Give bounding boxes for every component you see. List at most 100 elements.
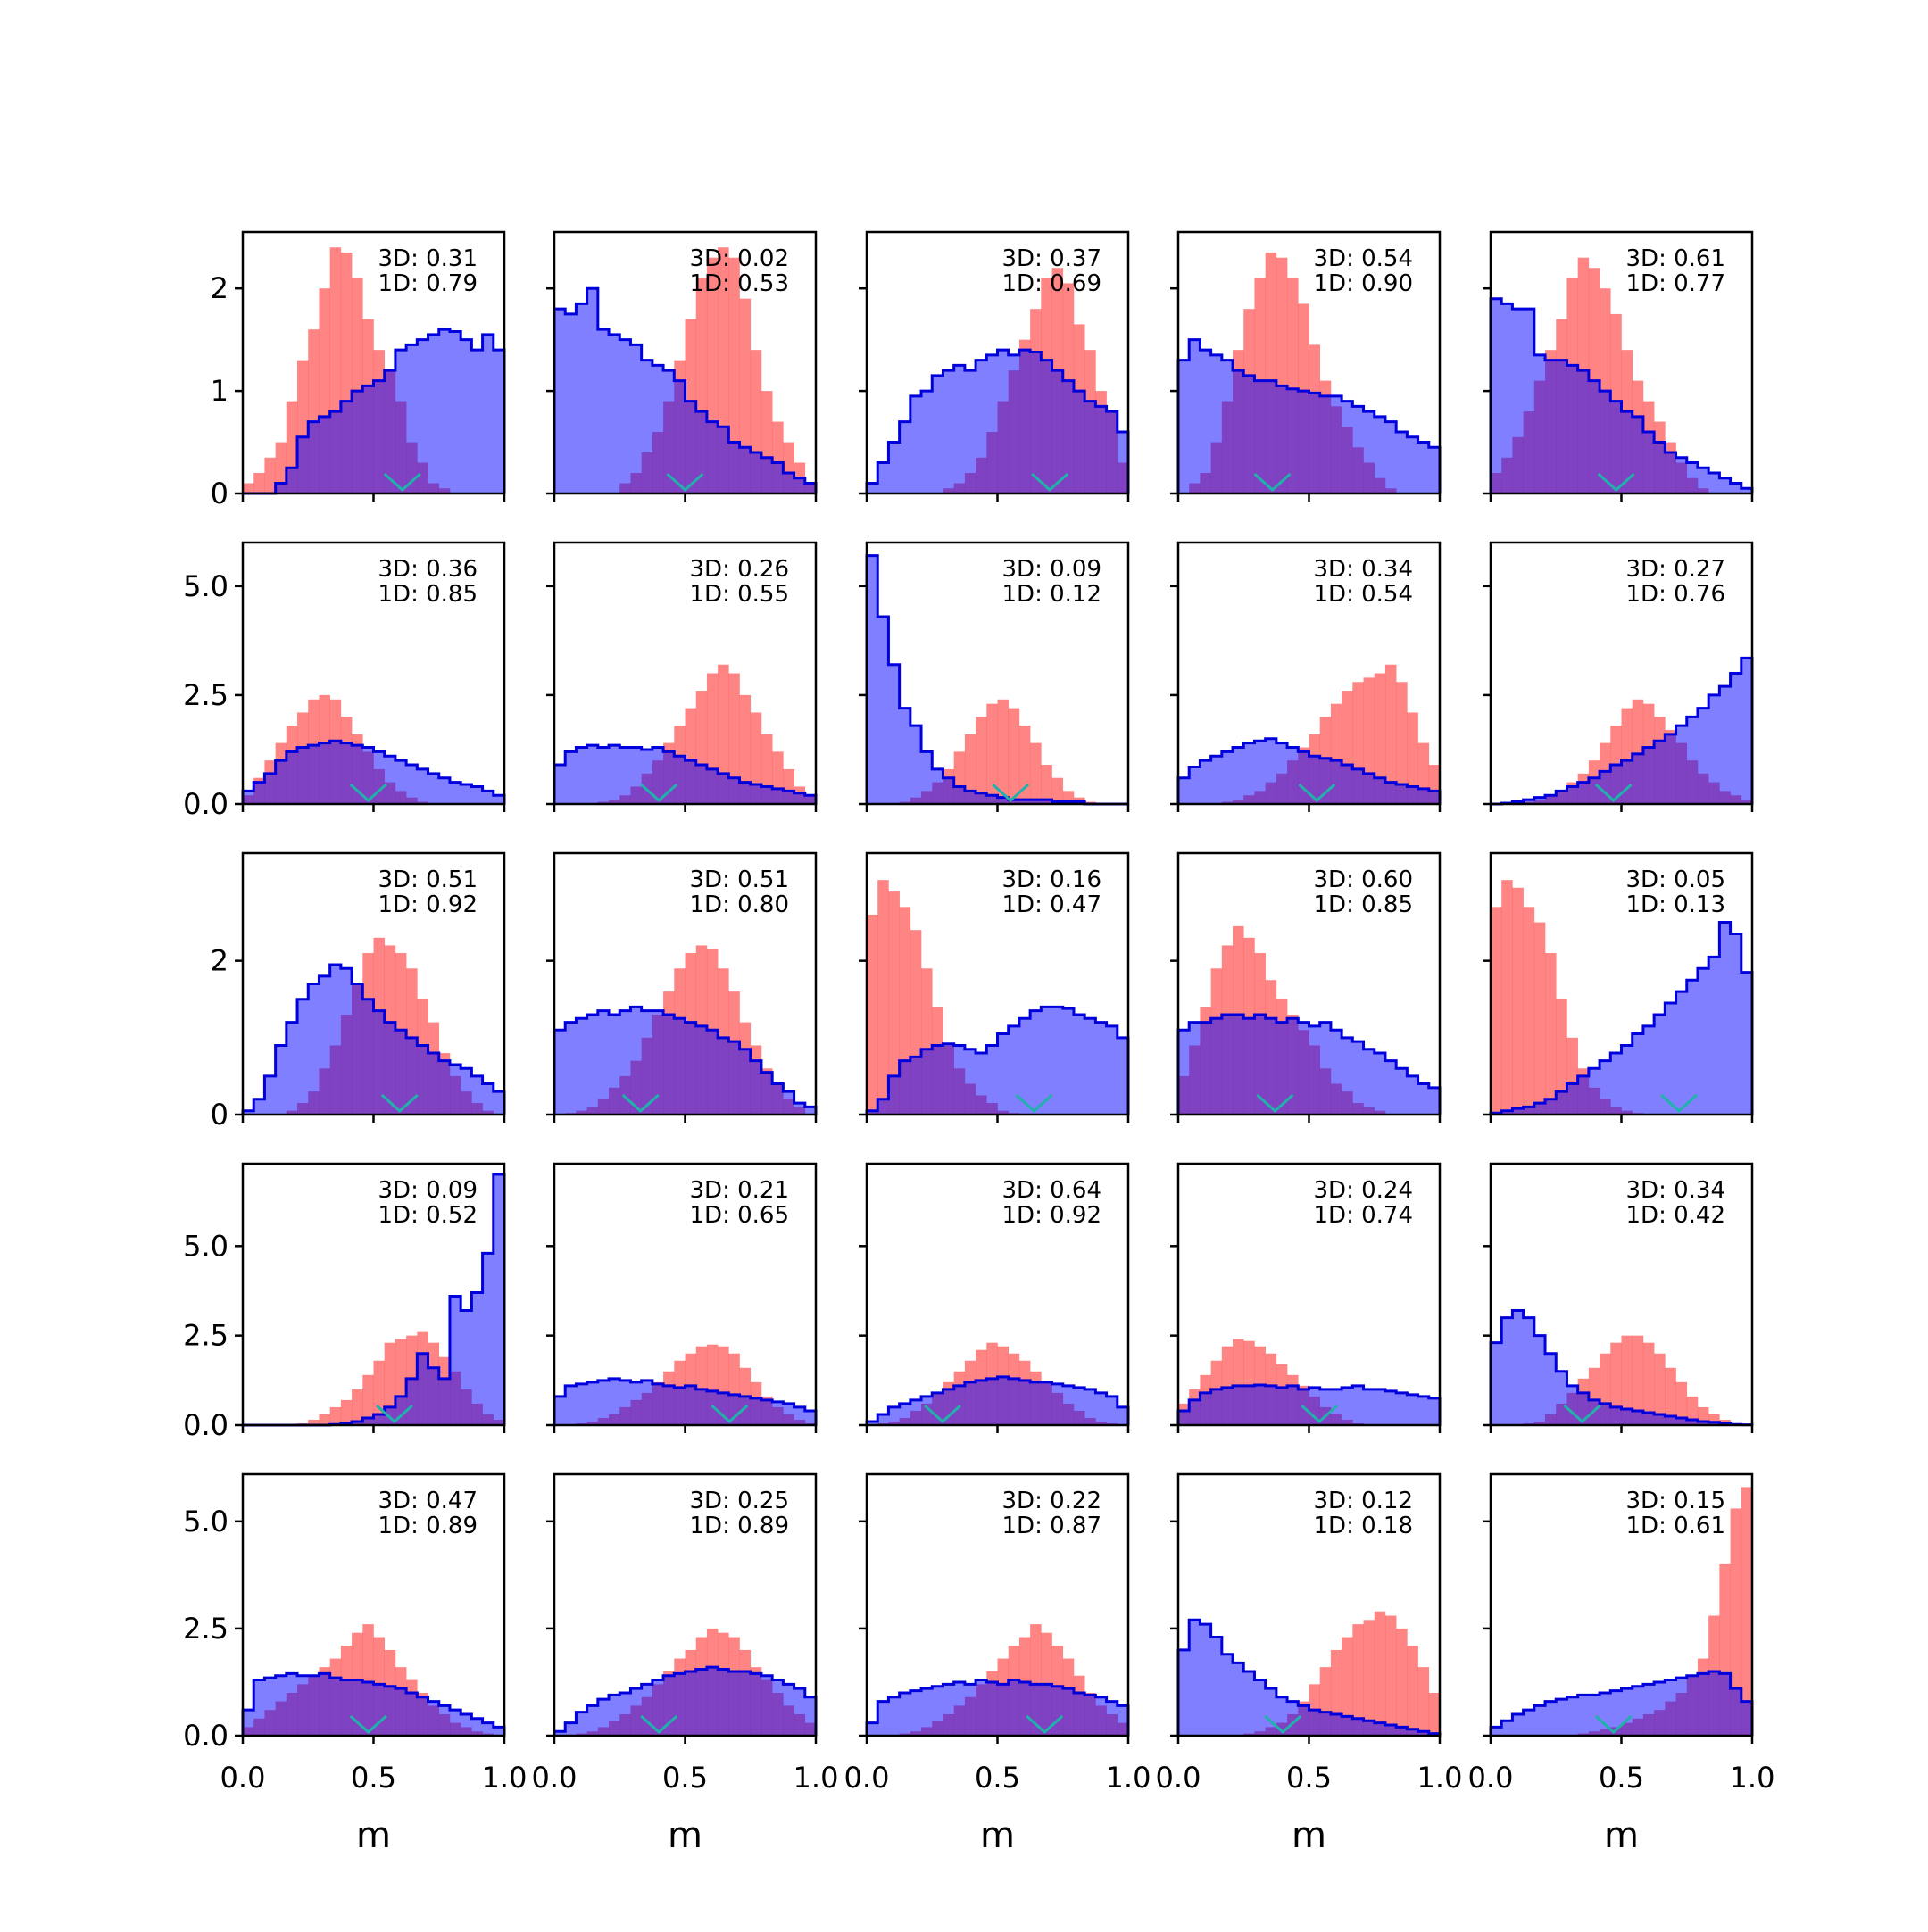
blue-hist-outline-18	[865, 1375, 1130, 1425]
y-tick-label-5-3: 5.0	[183, 1505, 229, 1538]
red-hist-bar-24-17	[1352, 1624, 1364, 1736]
blue-hist-fill-20	[1491, 1310, 1752, 1425]
marker-v-12	[621, 1093, 660, 1114]
blue-hist-outline-7	[553, 743, 818, 804]
blue-hist-fill-11	[243, 964, 504, 1115]
blue-hist-outline-5	[1489, 297, 1754, 493]
blue-hist-outline-17	[553, 1377, 818, 1425]
red-hist-bar-20-15	[1642, 1342, 1655, 1425]
marker-v-21	[349, 1714, 387, 1735]
red-hist-bar-1-3	[264, 457, 276, 493]
blue-hist-fill-18	[867, 1376, 1128, 1425]
panel-label-3d-16: 3D: 0.09	[378, 1177, 478, 1204]
panel-label-1d-1: 1D: 0.79	[378, 270, 478, 297]
x-axis-label-2: m	[668, 1815, 702, 1856]
marker-v-15	[1659, 1093, 1698, 1114]
blue-hist-fill-8	[867, 555, 1128, 804]
blue-hist-fill-6	[243, 741, 504, 804]
panel-label-3d-15: 3D: 0.05	[1626, 866, 1725, 893]
red-hist-bar-1-4	[275, 442, 287, 493]
blue-hist-outline-25	[1489, 1670, 1754, 1736]
marker-v-7	[640, 783, 678, 803]
blue-hist-outline-22	[553, 1665, 818, 1736]
red-hist-bar-20-18	[1675, 1381, 1688, 1425]
red-hist-bar-16-10	[340, 1399, 353, 1425]
panel-label-3d-5: 3D: 0.61	[1626, 245, 1725, 272]
panel-label-1d-3: 1D: 0.69	[1002, 270, 1101, 297]
marker-v-1	[383, 472, 421, 493]
blue-hist-outline-24	[1176, 1618, 1442, 1736]
marker-v-13	[1015, 1093, 1053, 1114]
x-tick-label-1-2: 0.5	[351, 1761, 396, 1795]
blue-hist-fill-16	[243, 1174, 504, 1425]
red-hist-bar-24-23	[1417, 1667, 1430, 1736]
x-tick-label-4-3: 1.0	[1417, 1761, 1463, 1795]
red-hist-bar-25-23	[1730, 1508, 1742, 1736]
blue-hist-fill-24	[1178, 1620, 1440, 1736]
red-hist-bar-20-19	[1686, 1396, 1699, 1425]
blue-hist-outline-8	[865, 554, 1128, 806]
x-tick-label-5-1: 0.0	[1468, 1761, 1514, 1795]
x-axis-label-3: m	[980, 1815, 1015, 1856]
marker-v-9	[1298, 783, 1336, 803]
red-hist-bar-9-21	[1396, 682, 1408, 804]
blue-hist-fill-10	[1491, 658, 1752, 804]
red-hist-bar-24-16	[1342, 1637, 1353, 1736]
blue-hist-outline-9	[1176, 737, 1442, 804]
red-hist-bar-15-1	[1491, 907, 1502, 1115]
panel-label-1d-2: 1D: 0.53	[690, 270, 789, 297]
y-tick-label-2-2: 2.5	[183, 678, 229, 712]
marker-v-22	[640, 1714, 678, 1735]
marker-v-10	[1594, 783, 1633, 803]
blue-hist-fill-15	[1491, 922, 1752, 1115]
x-tick-label-2-2: 0.5	[662, 1761, 708, 1795]
red-hist-bar-15-6	[1545, 953, 1557, 1115]
y-tick-label-4-2: 2.5	[183, 1319, 229, 1353]
blue-hist-outline-20	[1489, 1309, 1754, 1427]
panel-label-3d-13: 3D: 0.16	[1002, 866, 1101, 893]
panel-label-3d-25: 3D: 0.15	[1626, 1488, 1725, 1514]
x-axis-label-1: m	[356, 1815, 391, 1856]
red-hist-bar-9-20	[1384, 664, 1397, 804]
marker-v-6	[349, 783, 387, 803]
x-tick-label-5-3: 1.0	[1730, 1761, 1775, 1795]
y-tick-label-4-3: 5.0	[183, 1229, 229, 1263]
blue-hist-fill-5	[1491, 298, 1752, 493]
x-axis-label-5: m	[1604, 1815, 1639, 1856]
blue-hist-outline-14	[1176, 1013, 1442, 1115]
panel-label-3d-17: 3D: 0.21	[690, 1177, 789, 1204]
panel-label-3d-24: 3D: 0.12	[1314, 1488, 1413, 1514]
panel-label-1d-20: 1D: 0.42	[1626, 1202, 1725, 1229]
red-hist-bar-15-4	[1523, 907, 1535, 1115]
blue-hist-fill-7	[554, 745, 816, 804]
blue-hist-outline-19	[1176, 1383, 1442, 1425]
marker-v-19	[1301, 1404, 1339, 1424]
y-tick-label-5-2: 2.5	[183, 1612, 229, 1646]
panel-label-3d-11: 3D: 0.51	[378, 866, 478, 893]
panel-label-1d-21: 1D: 0.89	[378, 1513, 478, 1539]
red-hist-bar-2-18	[739, 298, 752, 493]
blue-hist-fill-17	[554, 1378, 816, 1425]
red-hist-bar-8-12	[986, 703, 998, 804]
red-hist-bar-15-7	[1556, 999, 1567, 1115]
red-hist-bar-9-22	[1407, 712, 1418, 804]
panel-label-1d-19: 1D: 0.74	[1314, 1202, 1413, 1229]
y-tick-label-1-2: 1	[211, 374, 229, 408]
marker-v-23	[1026, 1714, 1064, 1735]
panel-label-3d-10: 3D: 0.27	[1626, 556, 1725, 583]
panel-label-3d-18: 3D: 0.64	[1002, 1177, 1101, 1204]
panel-label-3d-20: 3D: 0.34	[1626, 1177, 1725, 1204]
y-tick-label-5-1: 0.0	[183, 1719, 229, 1753]
marker-v-8	[992, 783, 1030, 803]
red-hist-bar-20-17	[1665, 1367, 1676, 1425]
panel-label-1d-17: 1D: 0.65	[690, 1202, 789, 1229]
red-hist-bar-20-13	[1621, 1335, 1633, 1425]
red-hist-bar-13-2	[877, 880, 889, 1115]
marker-v-11	[380, 1093, 419, 1114]
panel-label-3d-7: 3D: 0.26	[690, 556, 789, 583]
red-hist-bar-24-21	[1396, 1628, 1408, 1736]
panel-label-1d-4: 1D: 0.90	[1314, 270, 1413, 297]
panel-label-1d-12: 1D: 0.80	[690, 891, 789, 918]
panel-label-1d-7: 1D: 0.55	[690, 581, 789, 608]
panel-label-1d-25: 1D: 0.61	[1626, 1513, 1725, 1539]
